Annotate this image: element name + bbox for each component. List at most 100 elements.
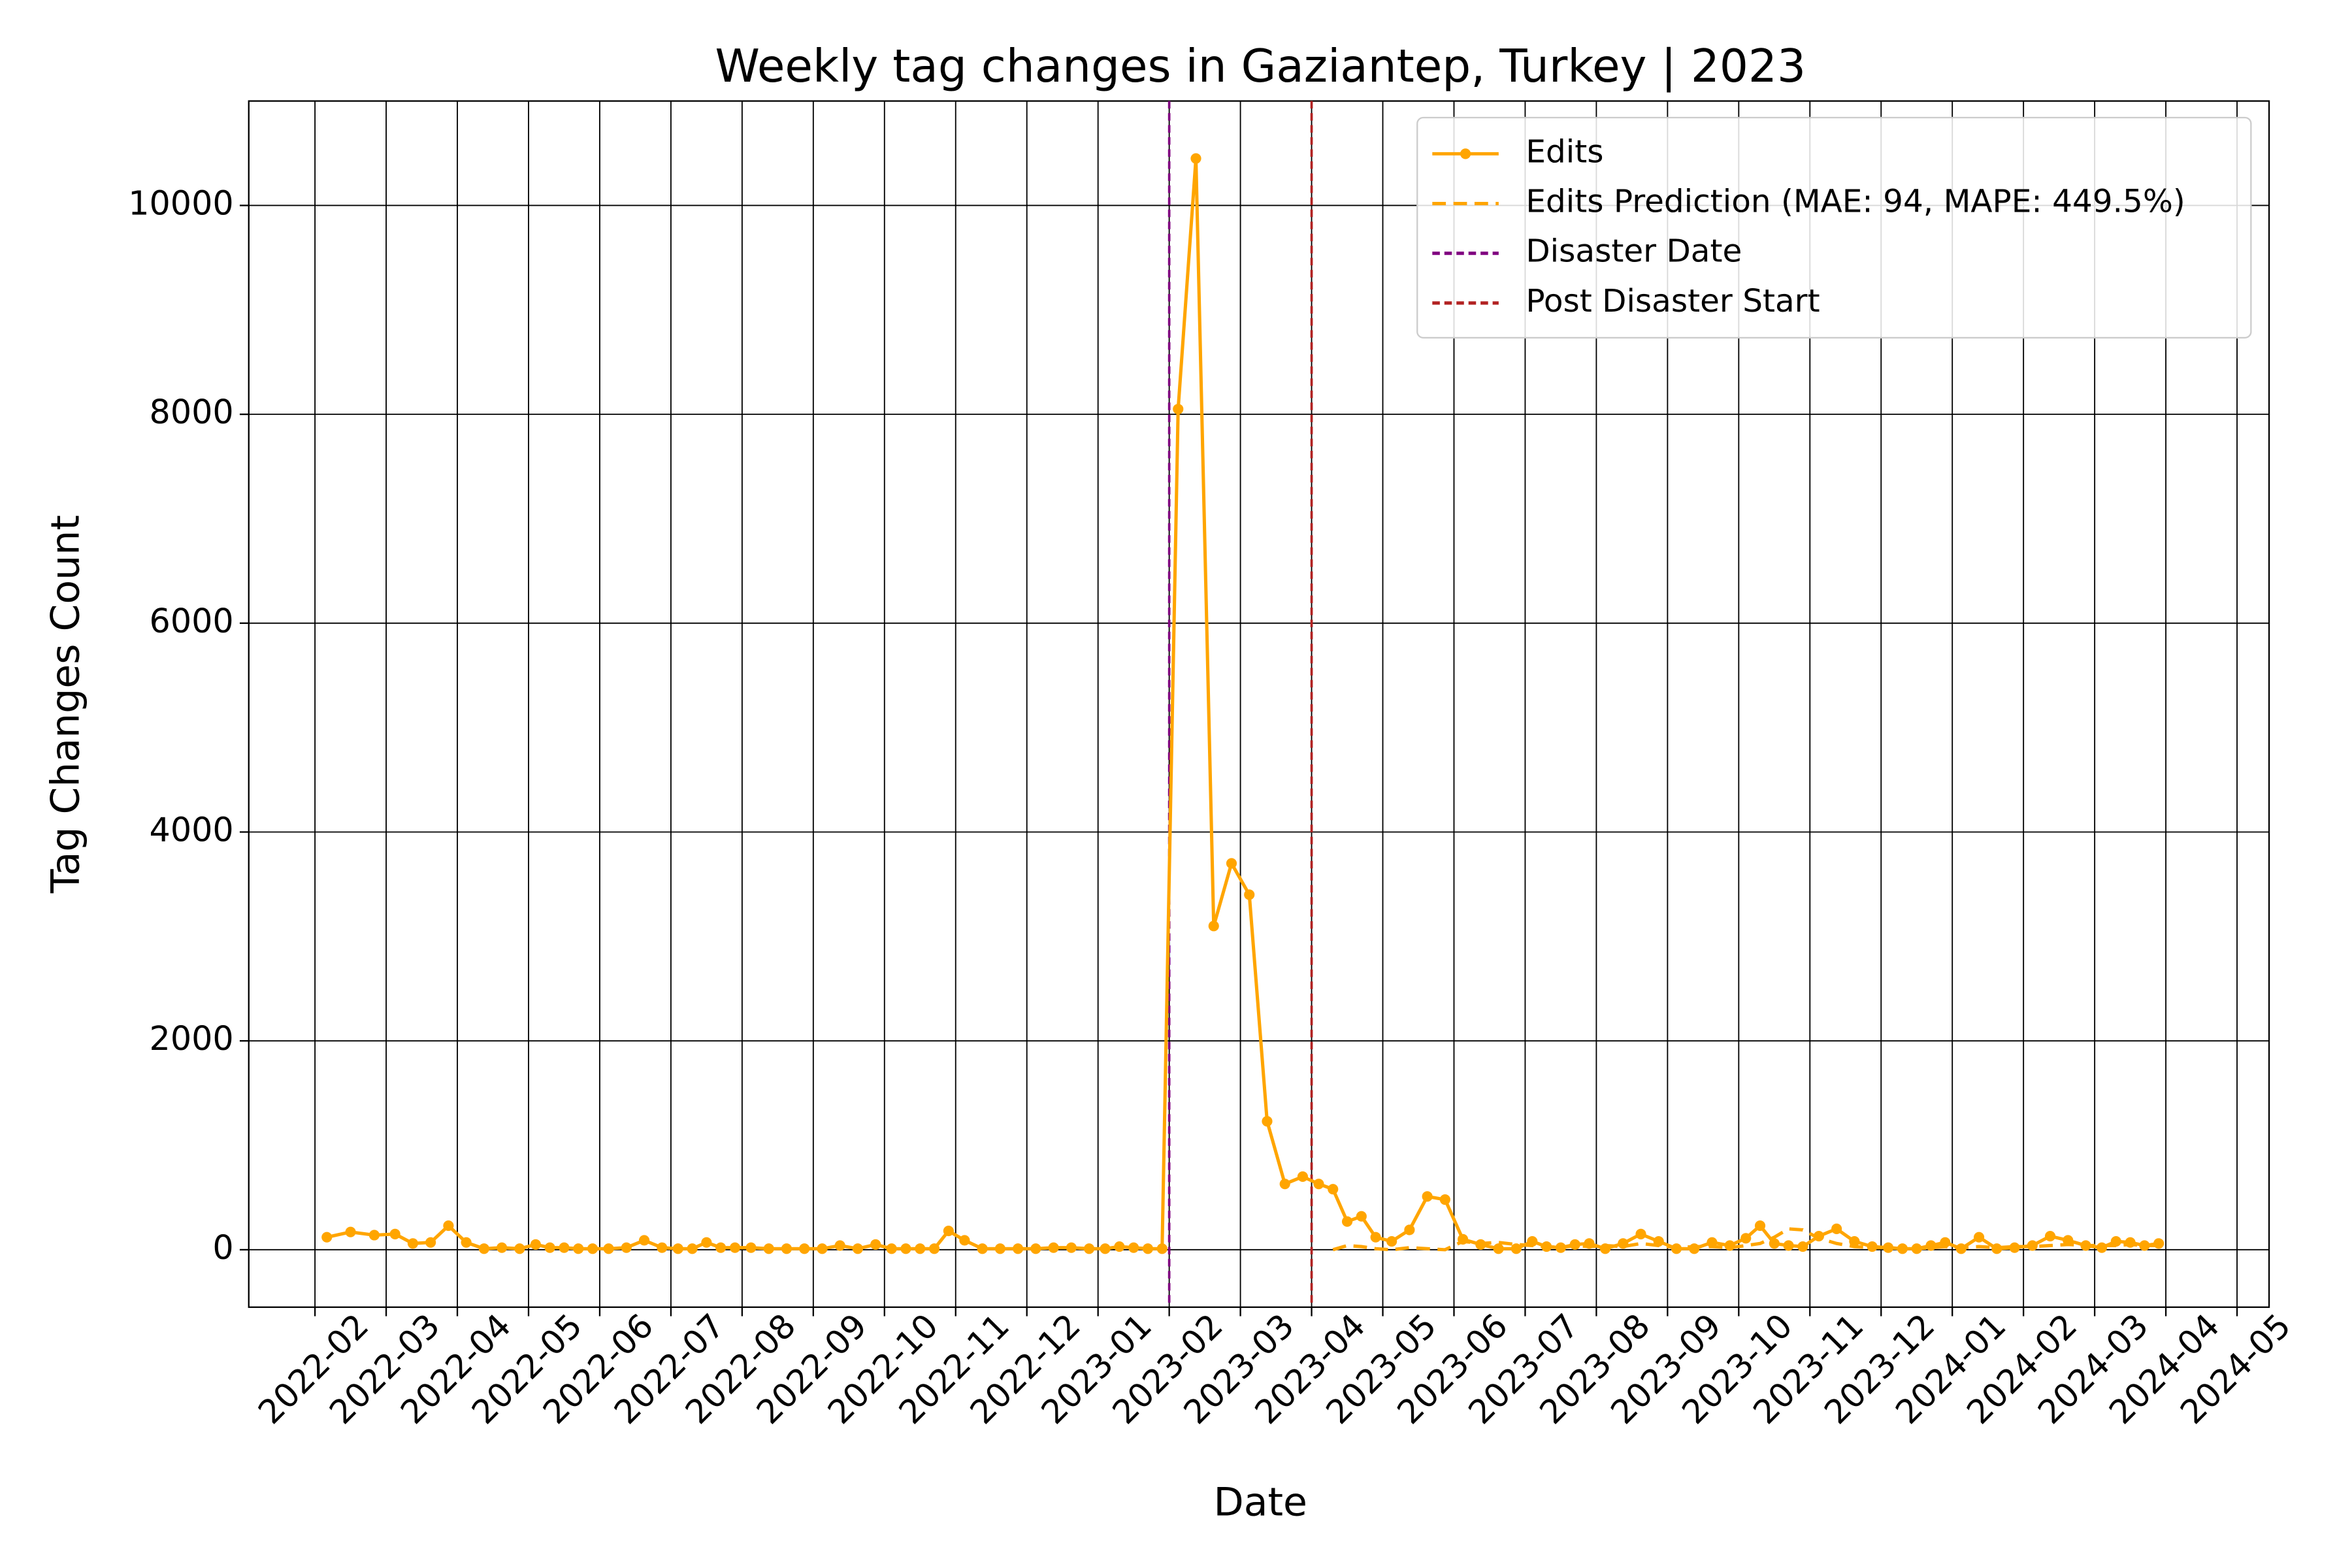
data-point: [345, 1226, 356, 1237]
data-point: [1156, 1243, 1168, 1254]
data-point: [943, 1226, 954, 1237]
data-point: [959, 1235, 970, 1246]
chart-title: Weekly tag changes in Gaziantep, Turkey …: [715, 41, 1806, 93]
data-point: [1783, 1240, 1794, 1251]
data-point: [1769, 1238, 1780, 1249]
data-point: [886, 1243, 897, 1254]
y-tick-label: 4000: [150, 810, 234, 849]
data-point: [638, 1235, 650, 1246]
data-point: [321, 1232, 333, 1243]
legend-label: Edits: [1526, 133, 1603, 170]
data-point: [587, 1243, 598, 1254]
data-point: [603, 1243, 614, 1254]
data-point: [443, 1220, 454, 1232]
data-point: [2139, 1240, 2150, 1251]
y-axis-label: Tag Changes Count: [42, 515, 88, 894]
data-point: [745, 1242, 757, 1253]
data-point: [1341, 1216, 1353, 1227]
data-point: [915, 1243, 926, 1254]
data-point: [1297, 1171, 1309, 1183]
data-point: [497, 1242, 508, 1253]
data-point: [514, 1243, 525, 1254]
data-point: [1555, 1242, 1566, 1253]
data-point: [1797, 1241, 1808, 1252]
data-point: [1370, 1232, 1381, 1243]
legend: Edits Edits Prediction (MAE: 94, MAPE: 44…: [1416, 116, 2252, 339]
data-point: [2044, 1231, 2056, 1242]
data-point: [672, 1243, 683, 1254]
data-point: [1048, 1242, 1059, 1253]
data-point: [461, 1237, 472, 1248]
data-point: [1114, 1241, 1125, 1252]
data-point: [544, 1242, 555, 1253]
data-point: [1244, 889, 1255, 900]
data-point: [1925, 1240, 1936, 1251]
y-tick-label: 10000: [128, 184, 233, 222]
data-point: [1940, 1237, 1951, 1248]
data-point: [852, 1243, 864, 1254]
data-point: [1128, 1242, 1139, 1253]
data-point: [530, 1239, 541, 1250]
data-point: [1386, 1235, 1397, 1247]
data-point: [2009, 1242, 2020, 1253]
data-point: [1635, 1228, 1646, 1239]
data-point: [425, 1237, 436, 1248]
data-point: [1422, 1191, 1433, 1202]
data-point: [1226, 858, 1237, 869]
data-point: [1066, 1242, 1077, 1253]
legend-label: Disaster Date: [1526, 233, 1742, 270]
data-point: [928, 1243, 940, 1254]
data-point: [2063, 1235, 2074, 1246]
data-point: [1208, 921, 1219, 932]
data-point: [1279, 1179, 1290, 1190]
y-tick-label: 0: [212, 1228, 233, 1267]
data-point: [1142, 1243, 1154, 1254]
data-point: [1849, 1235, 1860, 1247]
data-point: [1313, 1179, 1324, 1190]
y-tick-label: 8000: [150, 393, 234, 431]
data-point: [1190, 153, 1201, 164]
data-point: [1404, 1224, 1415, 1235]
data-point: [701, 1237, 712, 1248]
data-point: [1973, 1232, 1985, 1243]
data-point: [994, 1243, 1005, 1254]
data-point: [799, 1243, 810, 1254]
data-point: [977, 1243, 988, 1254]
data-point: [1439, 1194, 1450, 1205]
data-point: [1013, 1243, 1024, 1254]
data-point: [389, 1228, 400, 1239]
legend-box: [1416, 116, 2252, 339]
data-point: [1883, 1242, 1894, 1253]
data-point: [1754, 1220, 1766, 1232]
x-axis-label: Date: [1214, 1480, 1307, 1526]
data-point: [657, 1242, 668, 1253]
data-point: [1262, 1116, 1273, 1127]
data-point: [621, 1242, 632, 1253]
data-point: [687, 1243, 698, 1254]
data-point: [1511, 1243, 1522, 1254]
data-point: [1831, 1223, 1842, 1234]
data-point: [1356, 1211, 1367, 1222]
data-point: [1030, 1243, 1041, 1254]
data-point: [478, 1243, 489, 1254]
data-point: [407, 1238, 419, 1249]
y-tick-label: 2000: [150, 1019, 234, 1058]
data-point: [763, 1243, 774, 1254]
data-point: [1083, 1243, 1095, 1254]
data-point: [781, 1243, 792, 1254]
plot-frame: [248, 100, 2270, 1308]
data-point: [870, 1239, 881, 1250]
data-point: [817, 1243, 828, 1254]
data-point: [1328, 1184, 1339, 1195]
series-line: [1332, 1227, 2159, 1252]
data-point: [715, 1242, 727, 1253]
legend-label: Post Disaster Start: [1526, 283, 1820, 319]
data-point: [834, 1240, 845, 1251]
data-point: [559, 1242, 570, 1253]
data-point: [368, 1230, 380, 1241]
data-point: [1740, 1233, 1752, 1244]
legend-label: Edits Prediction (MAE: 94, MAPE: 449.5%): [1526, 184, 2185, 220]
data-point: [900, 1243, 911, 1254]
data-point: [1493, 1243, 1504, 1254]
